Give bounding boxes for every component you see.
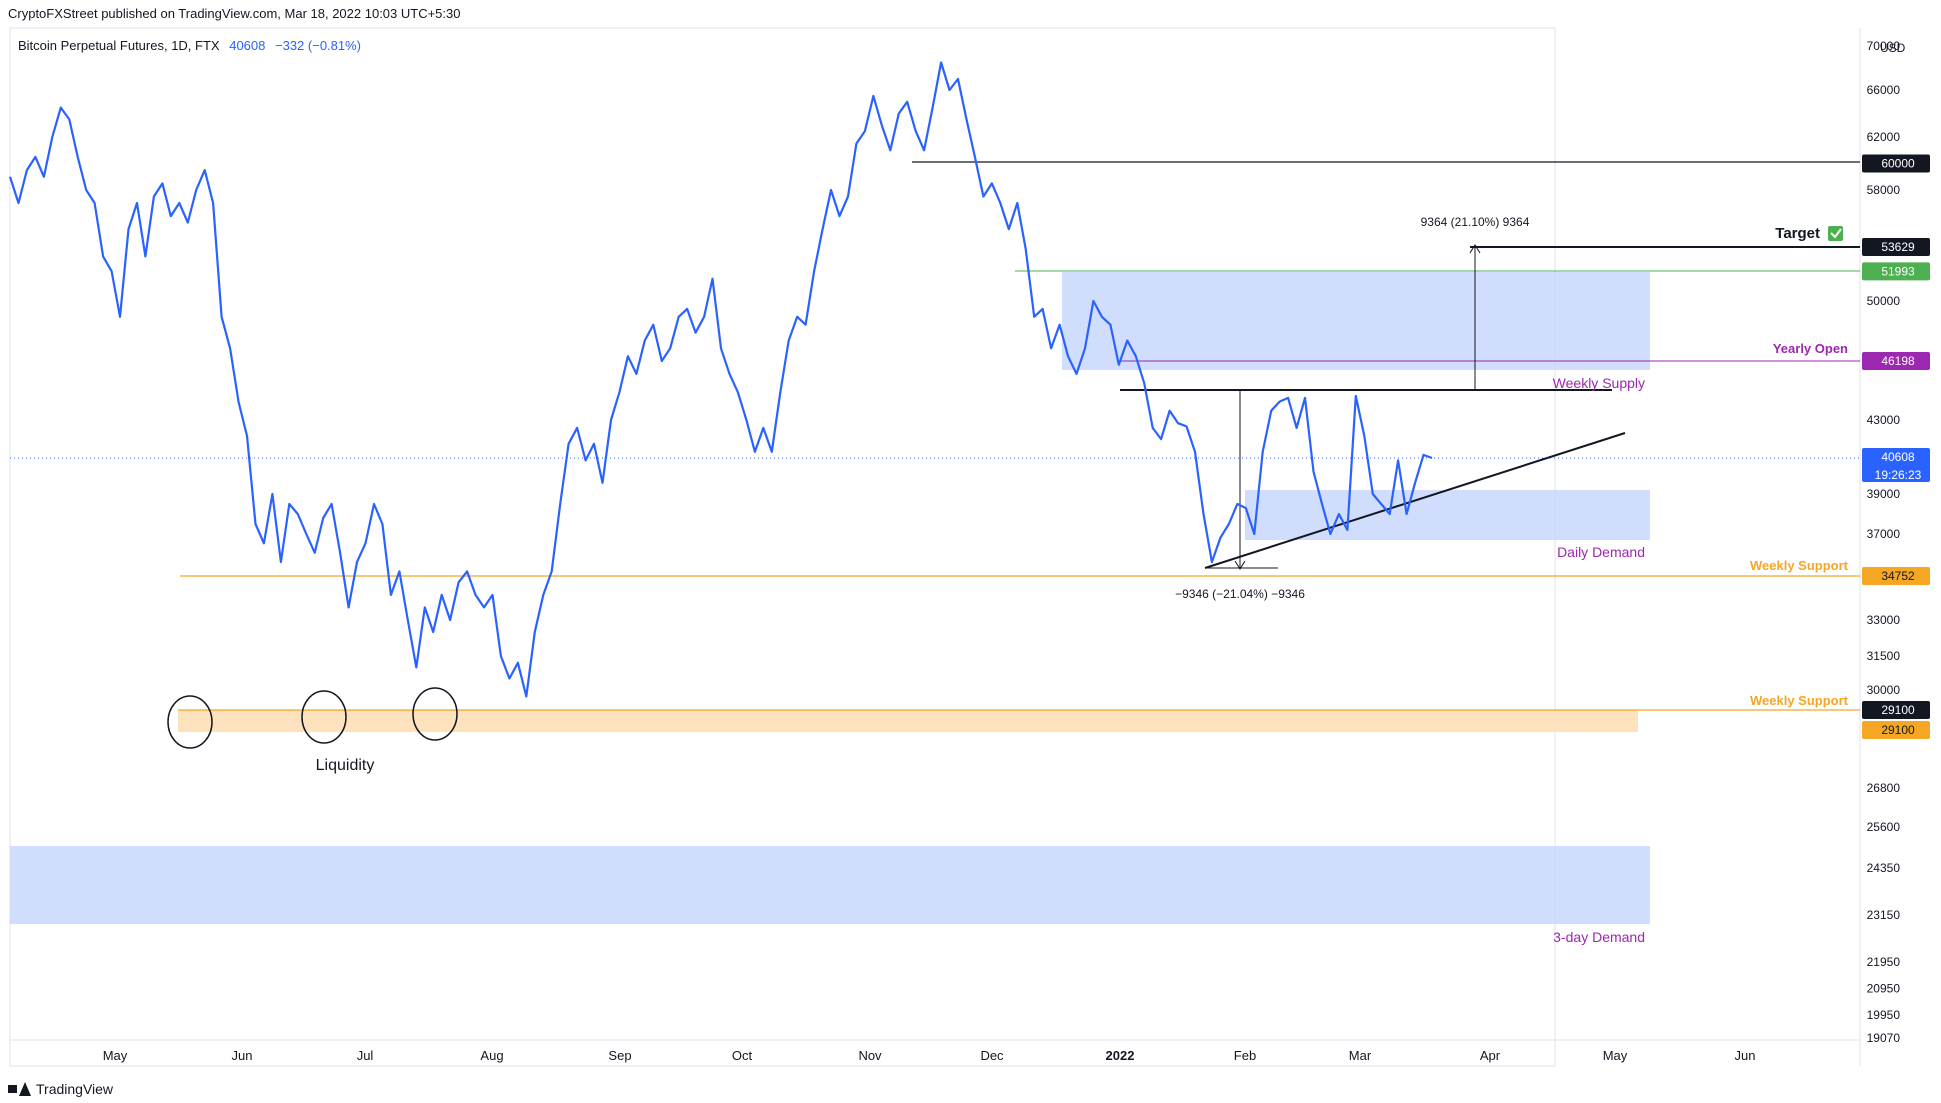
weekly-supply-zone xyxy=(1062,272,1650,370)
y-tick-label: 26800 xyxy=(1867,781,1901,795)
x-tick-label: Dec xyxy=(980,1048,1004,1063)
y-tick-label: 33000 xyxy=(1867,613,1901,627)
target-label: Target xyxy=(1775,225,1820,242)
price-badge-bg xyxy=(1862,238,1930,256)
price-badge-bg xyxy=(1862,721,1930,739)
price-badge-label: 29100 xyxy=(1881,723,1915,737)
x-tick-label: Jul xyxy=(357,1048,374,1063)
x-tick-label: Sep xyxy=(608,1048,631,1063)
currency-label: USD xyxy=(1880,41,1906,55)
x-tick-label: Oct xyxy=(732,1048,753,1063)
liquidity-circle-2 xyxy=(301,690,347,744)
weekly-support-zone xyxy=(178,710,1638,732)
weekly-support-label-2: Weekly Support xyxy=(1750,693,1849,708)
symbol-name: Bitcoin Perpetual Futures, 1D, FTX xyxy=(18,38,220,53)
price-badge-label: 46198 xyxy=(1881,354,1915,368)
y-tick-label: 19950 xyxy=(1867,1008,1901,1022)
liquidity-label: Liquidity xyxy=(316,757,375,774)
legend-price: 40608 xyxy=(229,38,266,53)
countdown-label: 19:26:23 xyxy=(1875,468,1922,482)
legend-change: −332 (−0.81%) xyxy=(275,38,362,53)
price-badge-label: 40608 xyxy=(1881,450,1915,464)
x-tick-label: Jun xyxy=(1735,1048,1756,1063)
price-badge-label: 60000 xyxy=(1881,157,1915,171)
y-tick-label: 21950 xyxy=(1867,955,1901,969)
target-check-icon xyxy=(1828,226,1843,241)
price-badge-bg xyxy=(1862,567,1930,585)
y-tick-label: 20950 xyxy=(1867,981,1901,995)
y-tick-label: 39000 xyxy=(1867,487,1901,501)
price-badge-bg xyxy=(1862,448,1930,482)
price-badge-bg xyxy=(1862,701,1930,719)
y-tick-label: 19070 xyxy=(1867,1031,1901,1045)
x-tick-label: Mar xyxy=(1349,1048,1372,1063)
yearly-open-label: Yearly Open xyxy=(1773,341,1848,356)
measure-down-label: −9346 (−21.04%) −9346 xyxy=(1175,587,1305,601)
y-tick-label: 37000 xyxy=(1867,527,1901,541)
x-tick-label: Apr xyxy=(1480,1048,1501,1063)
daily-demand-zone xyxy=(1245,490,1650,540)
price-badge-bg xyxy=(1862,154,1930,173)
x-tick-label: Jun xyxy=(232,1048,253,1063)
three-day-demand-zone xyxy=(10,846,1650,924)
y-tick-label: 66000 xyxy=(1867,83,1901,97)
y-tick-label: 58000 xyxy=(1867,183,1901,197)
y-tick-label: 24350 xyxy=(1867,861,1901,875)
y-tick-label: 70000 xyxy=(1867,39,1901,53)
x-tick-label: Nov xyxy=(858,1048,882,1063)
price-badge-label: 53629 xyxy=(1881,240,1915,254)
y-tick-label: 43000 xyxy=(1867,413,1901,427)
weekly-support-label-1: Weekly Support xyxy=(1750,558,1849,573)
x-tick-label: Aug xyxy=(480,1048,503,1063)
ascending-trendline xyxy=(1204,432,1626,569)
y-tick-label: 30000 xyxy=(1867,683,1901,697)
x-tick-label: Feb xyxy=(1234,1048,1256,1063)
three-day-demand-label: 3-day Demand xyxy=(1553,929,1645,945)
price-badge-label: 29100 xyxy=(1881,703,1915,717)
x-tick-label: May xyxy=(103,1048,128,1063)
x-tick-label: 2022 xyxy=(1106,1048,1135,1063)
tradingview-footer: TradingView xyxy=(8,1081,113,1097)
liquidity-circle-1 xyxy=(167,695,213,749)
price-badge-label: 51993 xyxy=(1881,264,1915,278)
price-badges: 60000 53629 51993 46198 40608 34752 29100 29100 xyxy=(1862,154,1930,739)
measure-up-arrow xyxy=(1469,244,1481,254)
time-axis: May Jun Jul Aug Sep Oct Nov Dec 2022 Feb Mar Apr May… xyxy=(103,1048,1756,1063)
price-axis: 19070 19950 20950 21950 23150 24350 25600 26800… xyxy=(1867,39,1901,1045)
brand-label: TradingView xyxy=(36,1081,114,1097)
publish-header: CryptoFXStreet published on TradingView.… xyxy=(8,6,461,21)
y-tick-label: 25600 xyxy=(1867,820,1901,834)
price-series-line xyxy=(8,61,1433,698)
chart-frame xyxy=(9,27,1556,1067)
price-badge-bg xyxy=(1862,262,1930,281)
symbol-legend: Bitcoin Perpetual Futures, 1D, FTX 40608… xyxy=(18,38,361,53)
check-mark-icon xyxy=(1830,228,1842,239)
measure-up-label: 9364 (21.10%) 9364 xyxy=(1421,215,1530,229)
x-tick-label: May xyxy=(1603,1048,1628,1063)
price-badge-bg xyxy=(1862,352,1930,370)
price-badge-label: 34752 xyxy=(1881,569,1915,583)
weekly-supply-label: Weekly Supply xyxy=(1553,375,1645,391)
y-tick-label: 62000 xyxy=(1867,130,1901,144)
liquidity-circle-3 xyxy=(412,687,458,741)
y-tick-label: 31500 xyxy=(1867,649,1901,663)
measure-down-arrow xyxy=(1234,560,1246,570)
daily-demand-label: Daily Demand xyxy=(1557,544,1645,560)
tradingview-logo-icon xyxy=(8,1082,31,1096)
y-tick-label: 50000 xyxy=(1867,294,1901,308)
y-tick-label: 23150 xyxy=(1867,908,1901,922)
